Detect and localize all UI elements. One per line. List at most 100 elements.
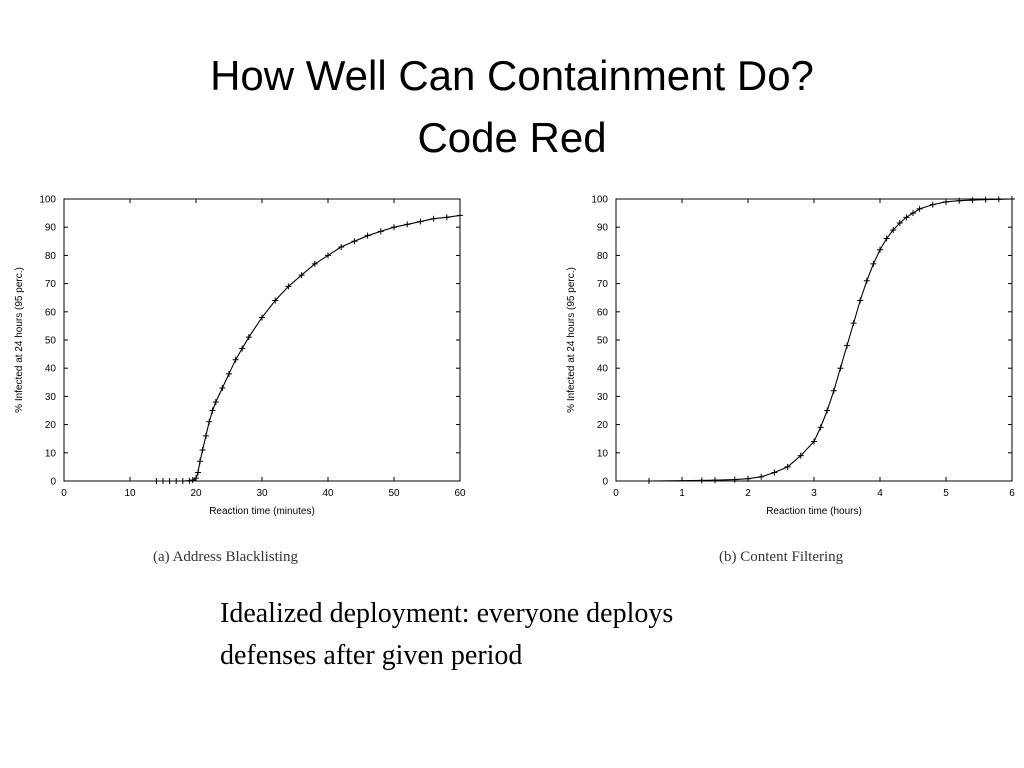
data-point bbox=[457, 212, 463, 219]
x-tick-label: 5 bbox=[943, 488, 949, 499]
y-tick-label: 100 bbox=[591, 195, 608, 206]
data-point bbox=[850, 320, 857, 327]
data-point bbox=[239, 345, 246, 352]
y-tick-label: 30 bbox=[597, 392, 609, 403]
x-tick-label: 50 bbox=[388, 488, 400, 499]
y-tick-label: 60 bbox=[597, 307, 609, 318]
data-point bbox=[272, 297, 279, 304]
data-point bbox=[153, 478, 160, 484]
data-point bbox=[186, 477, 193, 484]
data-point bbox=[857, 297, 864, 304]
data-point bbox=[199, 446, 206, 453]
x-tick-label: 3 bbox=[811, 488, 817, 499]
x-tick-label: 10 bbox=[124, 488, 136, 499]
y-tick-label: 10 bbox=[45, 448, 57, 459]
x-axis-label: Reaction time (hours) bbox=[766, 506, 862, 517]
data-point bbox=[797, 452, 804, 459]
data-point bbox=[166, 478, 173, 484]
data-point bbox=[712, 477, 718, 484]
y-tick-label: 0 bbox=[50, 477, 56, 488]
x-axis-label: Reaction time (minutes) bbox=[209, 506, 315, 517]
slide-subtitle: Code Red bbox=[417, 114, 607, 161]
x-tick-label: 20 bbox=[190, 488, 202, 499]
data-point bbox=[929, 201, 936, 208]
data-point bbox=[443, 214, 450, 221]
y-tick-label: 70 bbox=[45, 279, 57, 290]
data-point bbox=[285, 283, 292, 290]
y-tick-label: 20 bbox=[45, 420, 57, 431]
x-tick-label: 4 bbox=[877, 488, 883, 499]
chart-caption-a: (a) Address Blacklisting bbox=[153, 549, 298, 565]
chart-caption-b: (b) Content Filtering bbox=[719, 549, 844, 565]
data-point bbox=[404, 221, 411, 228]
data-point bbox=[206, 418, 213, 425]
y-tick-label: 50 bbox=[45, 336, 57, 347]
data-point bbox=[837, 365, 844, 372]
data-point bbox=[916, 205, 923, 212]
chart-address-blacklisting: 0 10 20 30 40 50 60 0 10 20 30 40 50 60 70 80 90 100 React… bbox=[14, 195, 466, 518]
note-line-2: defenses after given period bbox=[220, 640, 523, 671]
data-point bbox=[1009, 196, 1015, 202]
y-tick-label: 30 bbox=[45, 392, 57, 403]
data-point bbox=[377, 228, 384, 235]
data-point bbox=[824, 407, 831, 414]
y-tick-label: 80 bbox=[597, 251, 609, 262]
y-tick-label: 50 bbox=[597, 336, 609, 347]
data-point bbox=[784, 463, 791, 470]
data-point bbox=[758, 473, 765, 480]
slide-title: How Well Can Containment Do? bbox=[210, 52, 814, 99]
data-point bbox=[771, 469, 778, 476]
data-point bbox=[811, 438, 817, 445]
data-point bbox=[209, 407, 216, 414]
y-tick-label: 90 bbox=[597, 223, 609, 234]
data-point bbox=[817, 424, 824, 431]
series-line bbox=[156, 214, 461, 482]
y-axis-label: % Infected at 24 hours (95 perc.) bbox=[566, 267, 577, 413]
data-point bbox=[245, 334, 252, 341]
data-point bbox=[196, 458, 203, 465]
data-point bbox=[219, 384, 226, 391]
data-point bbox=[311, 260, 318, 267]
y-tick-label: 90 bbox=[45, 223, 57, 234]
x-tick-label: 30 bbox=[256, 488, 268, 499]
data-point bbox=[890, 227, 897, 234]
x-tick-label: 0 bbox=[613, 488, 619, 499]
data-point bbox=[226, 370, 232, 377]
data-point bbox=[896, 219, 903, 226]
data-point bbox=[982, 196, 989, 203]
y-tick-label: 40 bbox=[45, 364, 57, 375]
data-point bbox=[870, 260, 877, 267]
data-point bbox=[212, 399, 219, 406]
series-line bbox=[648, 198, 1013, 482]
data-point bbox=[202, 432, 209, 439]
data-point bbox=[745, 475, 751, 482]
data-point bbox=[995, 196, 1002, 203]
data-point bbox=[646, 478, 652, 484]
data-point bbox=[698, 477, 705, 484]
y-tick-label: 70 bbox=[597, 279, 609, 290]
data-point bbox=[844, 342, 850, 349]
plot-frame bbox=[63, 198, 461, 482]
data-point bbox=[325, 252, 331, 259]
data-point bbox=[883, 235, 890, 242]
data-point bbox=[943, 198, 949, 205]
y-tick-label: 100 bbox=[39, 195, 56, 206]
data-point bbox=[863, 277, 870, 284]
data-point bbox=[179, 478, 186, 484]
y-tick-label: 10 bbox=[597, 448, 609, 459]
data-point bbox=[903, 214, 910, 221]
data-point bbox=[830, 387, 837, 394]
data-point bbox=[351, 238, 358, 245]
data-point bbox=[969, 197, 976, 204]
data-point bbox=[338, 243, 345, 250]
x-tick-label: 1 bbox=[679, 488, 685, 499]
data-point bbox=[731, 476, 738, 483]
x-tick-label: 60 bbox=[454, 488, 466, 499]
x-tick-label: 2 bbox=[745, 488, 751, 499]
data-point bbox=[259, 314, 265, 321]
data-point bbox=[194, 469, 201, 476]
y-tick-label: 20 bbox=[597, 420, 609, 431]
data-point bbox=[417, 218, 424, 225]
data-point bbox=[430, 215, 437, 222]
